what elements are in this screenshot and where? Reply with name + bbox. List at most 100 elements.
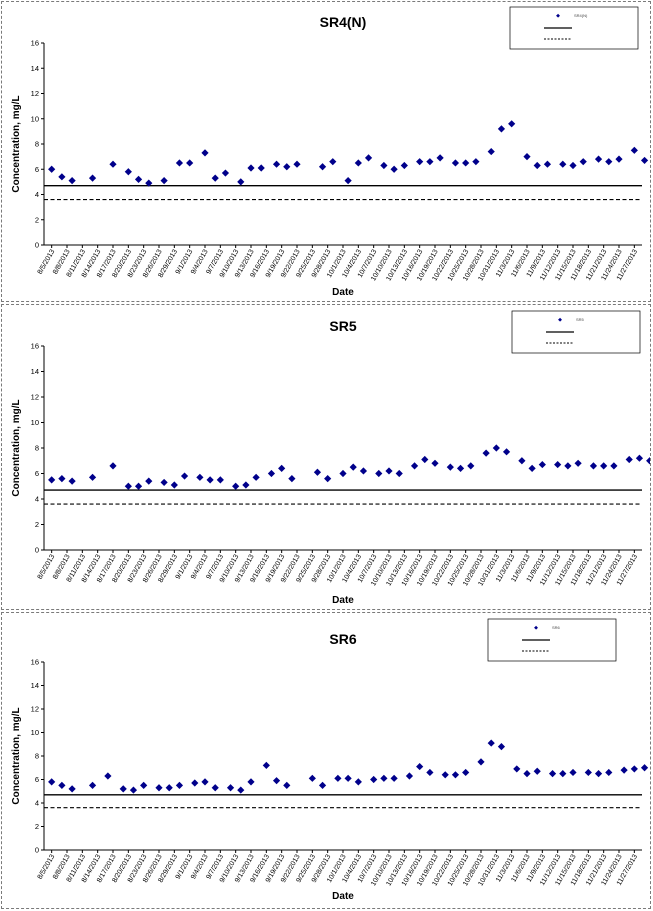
data-point: [288, 475, 296, 483]
y-tick-label: 6: [35, 165, 39, 174]
data-point: [48, 778, 56, 786]
legend: ◆ SR6: [487, 618, 617, 662]
y-axis-label: Concentration, mg/L: [11, 95, 22, 192]
data-point: [482, 449, 490, 457]
data-point: [68, 477, 76, 485]
data-point: [211, 784, 219, 792]
data-point: [518, 457, 526, 465]
data-point: [533, 161, 541, 170]
data-point: [416, 762, 424, 771]
y-tick-label: 8: [35, 752, 39, 761]
data-point: [216, 476, 224, 484]
data-point: [88, 781, 97, 789]
data-point: [119, 785, 127, 793]
data-point: [441, 771, 449, 779]
data-point: [426, 158, 434, 166]
chart-panel-sr5: SR5 ◆ SR5 0 2 4 6 8 10 12 14 16 Concentration, mg/L 8…: [1, 304, 651, 610]
chart-title: SR4(N): [320, 14, 367, 30]
legend-box: [511, 310, 641, 354]
data-point: [191, 779, 199, 787]
data-point: [513, 765, 521, 773]
data-point: [390, 165, 398, 173]
data-point: [594, 155, 603, 163]
y-tick-label: 16: [31, 342, 39, 351]
data-point: [569, 768, 577, 777]
data-point: [165, 784, 173, 792]
data-point: [359, 467, 368, 475]
data-point: [421, 455, 429, 464]
data-point: [462, 768, 470, 777]
x-axis-label: Date: [332, 287, 354, 298]
legend-box: [487, 618, 617, 662]
data-point: [456, 464, 465, 472]
data-point: [584, 768, 592, 777]
data-point: [221, 169, 230, 177]
data-point: [620, 766, 628, 774]
data-point: [206, 476, 214, 484]
data-point: [283, 781, 291, 789]
data-point: [600, 462, 608, 470]
data-point: [610, 462, 618, 470]
chart-title: SR6: [329, 631, 356, 647]
data-point: [140, 781, 148, 789]
data-point: [426, 768, 434, 777]
legend-marker: ◆: [556, 13, 560, 19]
data-point: [492, 444, 500, 452]
data-point: [472, 158, 480, 166]
data-point: [370, 775, 378, 784]
chart-svg-sr4n: SR4(N) ◆ SR4(N) 0 2 4 6 8 10 12 14 16 Concentration,…: [11, 6, 649, 298]
y-tick-label: 12: [31, 89, 39, 98]
data-point: [615, 155, 623, 163]
data-point: [324, 475, 332, 483]
data-point: [318, 781, 327, 789]
data-point: [410, 462, 419, 470]
data-point: [344, 177, 352, 185]
data-point: [487, 739, 495, 747]
data-point: [109, 462, 117, 470]
data-point: [528, 464, 536, 472]
data-point: [554, 460, 562, 469]
data-point: [180, 472, 189, 480]
data-point: [559, 160, 567, 168]
data-point: [329, 158, 337, 166]
y-tick-label: 6: [35, 775, 39, 784]
y-tick-label: 16: [31, 658, 39, 667]
data-point: [640, 764, 649, 772]
y-tick-label: 2: [35, 520, 39, 529]
data-point: [523, 770, 531, 778]
data-point: [523, 153, 531, 161]
data-point: [564, 462, 572, 470]
data-point: [226, 784, 235, 792]
data-point: [124, 168, 132, 176]
data-point: [487, 147, 495, 156]
data-point: [431, 459, 439, 467]
data-point: [196, 473, 204, 481]
data-point: [201, 149, 209, 157]
legend-box: [509, 6, 639, 50]
data-point: [145, 477, 153, 485]
data-point: [339, 469, 347, 478]
data-point: [170, 481, 178, 489]
y-axis-label: Concentration, mg/L: [11, 707, 22, 804]
y-tick-label: 4: [35, 799, 39, 808]
y-tick-label: 12: [31, 393, 39, 402]
data-point: [58, 173, 66, 181]
data-point: [380, 774, 388, 782]
data-point: [201, 778, 209, 786]
y-tick-label: 14: [31, 681, 39, 690]
data-point: [237, 786, 245, 794]
data-point: [574, 459, 582, 467]
data-point: [349, 463, 357, 471]
data-point: [589, 462, 598, 470]
data-point: [569, 161, 577, 170]
data-point: [313, 468, 322, 476]
data-point: [354, 159, 362, 167]
y-tick-label: 14: [31, 367, 39, 376]
data-point: [145, 179, 153, 187]
data-point: [416, 158, 424, 166]
y-tick-label: 10: [31, 728, 39, 737]
data-point: [247, 164, 255, 172]
chart-panel-sr4n: SR4(N) ◆ SR4(N) 0 2 4 6 8 10 12 14 16 Concentration,…: [1, 1, 651, 302]
